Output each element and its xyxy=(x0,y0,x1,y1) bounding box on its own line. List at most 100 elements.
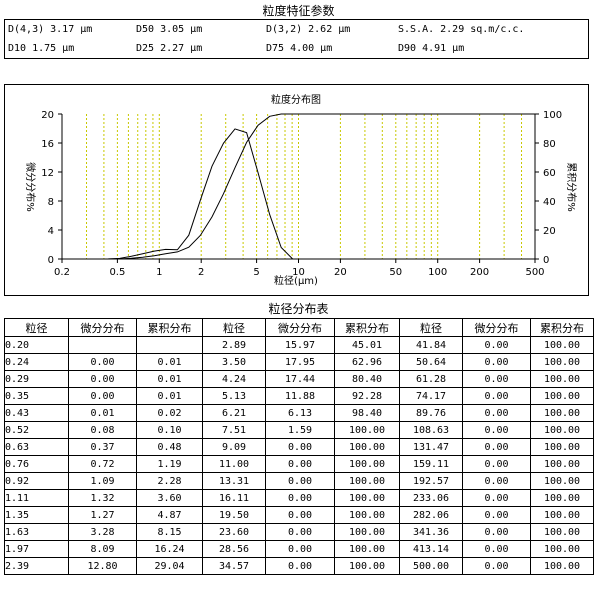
table-row: 0.35 0.00 0.01 5.13 11.88 92.28 74.17 0.00 100.0… xyxy=(4,387,594,405)
table-cell: 100.00 xyxy=(530,489,594,507)
param-d50: D50 3.05 μm xyxy=(136,24,203,35)
table-cell: 0.00 xyxy=(68,387,137,405)
column-header: 累积分布 xyxy=(530,318,594,337)
x-tick-label: 0.5 xyxy=(109,267,125,278)
table-cell: 23.60 xyxy=(202,523,266,541)
table-cell: 0.00 xyxy=(462,421,531,439)
table-cell: 2.89 xyxy=(202,336,266,354)
params-box: D(4,3) 3.17 μm D50 3.05 μm D(3,2) 2.62 μ… xyxy=(4,19,589,59)
table-cell: 0.43 xyxy=(4,404,69,422)
table-cell: 0.00 xyxy=(265,438,335,456)
table-cell: 74.17 xyxy=(399,387,463,405)
table-cell: 3.60 xyxy=(136,489,203,507)
table-cell: 16.24 xyxy=(136,540,203,558)
chart-panel: 粒度分布图 0 4 8 12 16 20 0 20 40 60 80 100 0.2 0.5 1 2 5 10 20 5… xyxy=(4,84,589,296)
y-tick-label-right: 0 xyxy=(543,255,549,266)
table-cell: 34.57 xyxy=(202,557,266,575)
table-cell: 0.52 xyxy=(4,421,69,439)
table-row: 0.20 2.89 15.97 45.01 41.84 0.00 100.00 xyxy=(4,336,594,354)
table-cell: 2.28 xyxy=(136,472,203,490)
param-d25: D25 2.27 μm xyxy=(136,43,203,54)
table-cell: 100.00 xyxy=(530,387,594,405)
y-tick-label-right: 100 xyxy=(543,110,562,121)
table-row: 0.43 0.01 0.02 6.21 6.13 98.40 89.76 0.00 100.00 xyxy=(4,404,594,422)
table-cell: 100.00 xyxy=(530,336,594,354)
param-ssa: S.S.A. 2.29 sq.m/c.c. xyxy=(398,24,525,35)
table-cell: 1.27 xyxy=(68,506,137,524)
table-cell: 45.01 xyxy=(334,336,400,354)
table-cell: 0.00 xyxy=(462,557,531,575)
table-cell: 13.31 xyxy=(202,472,266,490)
column-header: 微分分布 xyxy=(265,318,335,337)
table-cell: 0.10 xyxy=(136,421,203,439)
table-cell: 0.01 xyxy=(136,370,203,388)
table-cell: 0.01 xyxy=(136,387,203,405)
y-tick-label-left: 8 xyxy=(48,197,54,208)
y-tick-label-left: 16 xyxy=(41,139,54,150)
table-cell: 1.59 xyxy=(265,421,335,439)
table-cell: 100.00 xyxy=(530,370,594,388)
table-cell: 0.24 xyxy=(4,353,69,371)
table-cell: 7.51 xyxy=(202,421,266,439)
column-header: 粒径 xyxy=(399,318,463,337)
table-cell: 500.00 xyxy=(399,557,463,575)
y-tick-label-left: 0 xyxy=(48,255,54,266)
table-cell: 100.00 xyxy=(334,540,400,558)
table-cell: 6.21 xyxy=(202,404,266,422)
y-tick-label-right: 20 xyxy=(543,226,556,237)
table-cell: 100.00 xyxy=(334,489,400,507)
table-cell: 4.87 xyxy=(136,506,203,524)
table-cell: 0.00 xyxy=(462,336,531,354)
table-cell: 159.11 xyxy=(399,455,463,473)
table-cell: 11.00 xyxy=(202,455,266,473)
table-cell: 0.00 xyxy=(462,404,531,422)
table-title: 粒径分布表 xyxy=(268,302,329,316)
table-cell: 341.36 xyxy=(399,523,463,541)
column-header: 累积分布 xyxy=(334,318,400,337)
table-row: 0.29 0.00 0.01 4.24 17.44 80.40 61.28 0.00 100.0… xyxy=(4,370,594,388)
table-cell: 62.96 xyxy=(334,353,400,371)
table-cell: 9.09 xyxy=(202,438,266,456)
table-cell: 233.06 xyxy=(399,489,463,507)
table-cell: 0.01 xyxy=(136,353,203,371)
x-tick-label: 1 xyxy=(156,267,162,278)
table-cell: 0.00 xyxy=(462,489,531,507)
table-cell: 17.44 xyxy=(265,370,335,388)
params-title: 粒度特征参数 xyxy=(262,4,335,18)
table-cell: 0.00 xyxy=(265,472,335,490)
table-cell: 1.97 xyxy=(4,540,69,558)
table-cell: 0.00 xyxy=(265,455,335,473)
table-cell: 0.02 xyxy=(136,404,203,422)
table-cell: 80.40 xyxy=(334,370,400,388)
y-tick-label-left: 4 xyxy=(48,226,54,237)
table-cell: 100.00 xyxy=(334,472,400,490)
table-cell: 3.50 xyxy=(202,353,266,371)
param-d90: D90 4.91 μm xyxy=(398,43,465,54)
table-cell: 0.00 xyxy=(462,540,531,558)
table-row: 1.11 1.32 3.60 16.11 0.00 100.00 233.06 0.00 100… xyxy=(4,489,594,507)
table-cell: 100.00 xyxy=(334,506,400,524)
table-cell: 1.09 xyxy=(68,472,137,490)
table-cell: 0.00 xyxy=(462,472,531,490)
table-cell: 100.00 xyxy=(530,506,594,524)
x-tick-label: 200 xyxy=(470,267,489,278)
table-cell: 131.47 xyxy=(399,438,463,456)
table-header-row: 粒径 微分分布 累积分布 粒径 微分分布 累积分布 粒径 微分分布 累积分布 xyxy=(4,318,594,337)
table-cell: 1.63 xyxy=(4,523,69,541)
table-cell: 0.72 xyxy=(68,455,137,473)
param-d32: D(3,2) 2.62 μm xyxy=(266,24,351,35)
x-tick-label: 10 xyxy=(292,267,305,278)
table-cell: 0.00 xyxy=(462,523,531,541)
table-cell: 29.04 xyxy=(136,557,203,575)
x-tick-label: 100 xyxy=(428,267,447,278)
table-cell: 3.28 xyxy=(68,523,137,541)
table-cell: 16.11 xyxy=(202,489,266,507)
y-tick-label-left: 20 xyxy=(41,110,54,121)
table-cell: 11.88 xyxy=(265,387,335,405)
table-cell: 100.00 xyxy=(530,472,594,490)
table-cell: 100.00 xyxy=(530,438,594,456)
table-cell: 0.63 xyxy=(4,438,69,456)
table-cell: 0.00 xyxy=(462,387,531,405)
table-cell: 0.29 xyxy=(4,370,69,388)
table-cell: 1.11 xyxy=(4,489,69,507)
